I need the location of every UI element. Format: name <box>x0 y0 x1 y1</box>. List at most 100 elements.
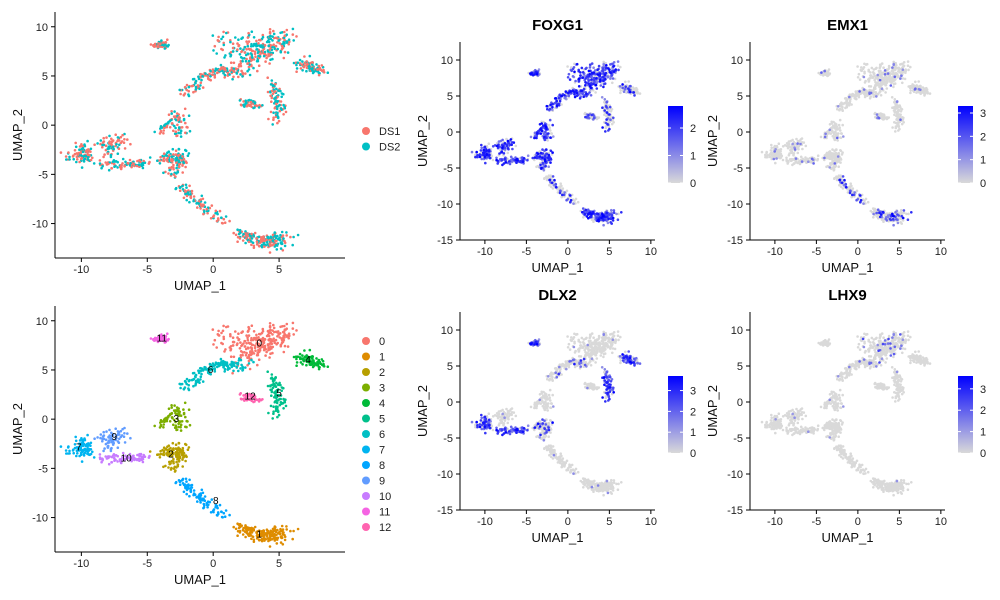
cell-point <box>909 65 912 69</box>
cell-point <box>539 151 543 155</box>
cell-point <box>108 145 111 148</box>
cell-point <box>265 350 268 354</box>
cell-point <box>267 54 270 58</box>
cell-point <box>890 96 894 99</box>
cell-point <box>285 231 288 234</box>
cell-point <box>148 156 152 159</box>
cell-point <box>283 538 287 542</box>
cell-point <box>179 120 183 123</box>
cell-point <box>111 145 115 148</box>
cell-point <box>821 73 825 77</box>
cell-point <box>162 44 166 47</box>
cell-point <box>772 157 776 161</box>
cell-point <box>86 153 90 157</box>
cell-point <box>284 110 288 114</box>
cell-point <box>549 136 552 139</box>
cell-point <box>277 38 281 42</box>
cell-point <box>292 61 296 65</box>
cell-point <box>599 78 602 81</box>
cell-point <box>544 155 547 158</box>
cell-point <box>241 239 245 242</box>
cell-point <box>287 38 291 41</box>
cell-point <box>250 42 253 46</box>
cell-point <box>185 198 188 202</box>
cell-point <box>292 235 295 239</box>
cell-point <box>874 67 877 71</box>
cell-point <box>810 157 814 161</box>
cell-point <box>572 202 575 205</box>
cell-point <box>239 64 243 68</box>
cell-point <box>917 80 920 83</box>
cell-point <box>831 156 834 159</box>
cell-point <box>211 73 214 76</box>
cell-point <box>584 84 587 87</box>
cell-point <box>164 41 168 44</box>
y-tick-label: 0 <box>447 127 453 139</box>
cell-point <box>298 58 302 62</box>
cell-point <box>900 208 903 212</box>
cell-point <box>602 85 605 89</box>
y-tick-label: 10 <box>441 55 453 67</box>
cell-point <box>570 66 573 69</box>
cell-point <box>285 528 289 531</box>
cell-point <box>252 540 256 543</box>
cell-point <box>158 453 162 456</box>
cell-point <box>126 161 130 165</box>
cell-point <box>556 187 560 191</box>
cell-point <box>794 157 798 160</box>
cell-point <box>606 123 609 126</box>
cell-point <box>483 145 487 149</box>
cell-point <box>255 240 259 243</box>
cell-point <box>840 181 844 185</box>
cell-point <box>225 31 228 35</box>
cell-point <box>141 161 144 165</box>
cell-point <box>611 77 615 80</box>
cell-point <box>265 56 268 60</box>
cell-point <box>282 350 286 354</box>
cell-point <box>596 68 599 72</box>
cell-point <box>173 124 176 128</box>
cell-point <box>74 141 77 145</box>
cell-point <box>573 92 576 96</box>
cell-point <box>257 358 261 362</box>
cell-point <box>557 104 561 107</box>
cell-point <box>608 113 611 116</box>
cell-point <box>272 43 276 46</box>
cell-point <box>533 158 536 162</box>
cell-point <box>171 441 175 445</box>
cell-point <box>253 525 257 529</box>
cell-point <box>613 77 617 81</box>
cell-point <box>261 35 265 39</box>
cell-point <box>891 126 894 129</box>
cell-point <box>606 75 610 79</box>
cell-point <box>67 151 70 154</box>
cell-point <box>299 67 303 70</box>
cell-point <box>575 62 579 66</box>
cell-point <box>177 453 181 456</box>
cell-point <box>170 122 174 125</box>
cell-point <box>215 346 218 349</box>
cell-point <box>541 161 545 165</box>
cell-point <box>250 347 254 351</box>
cell-point <box>574 79 577 83</box>
cell-point <box>112 147 115 151</box>
cell-point <box>213 338 217 342</box>
cell-point <box>286 51 290 54</box>
cell-point <box>242 232 245 236</box>
cell-point <box>479 149 483 152</box>
cell-point <box>874 91 878 94</box>
cell-point <box>101 143 104 147</box>
cell-point <box>569 194 572 197</box>
cell-point <box>242 48 245 51</box>
cell-point <box>181 164 184 167</box>
cell-point <box>790 151 793 155</box>
cell-point <box>259 38 262 42</box>
cell-point <box>234 233 238 237</box>
cell-point <box>480 157 484 161</box>
cell-point <box>282 531 285 534</box>
cell-point <box>902 121 905 124</box>
cell-point <box>844 186 848 189</box>
cell-point <box>272 337 276 341</box>
cell-point <box>554 186 558 189</box>
cell-point <box>158 159 162 162</box>
